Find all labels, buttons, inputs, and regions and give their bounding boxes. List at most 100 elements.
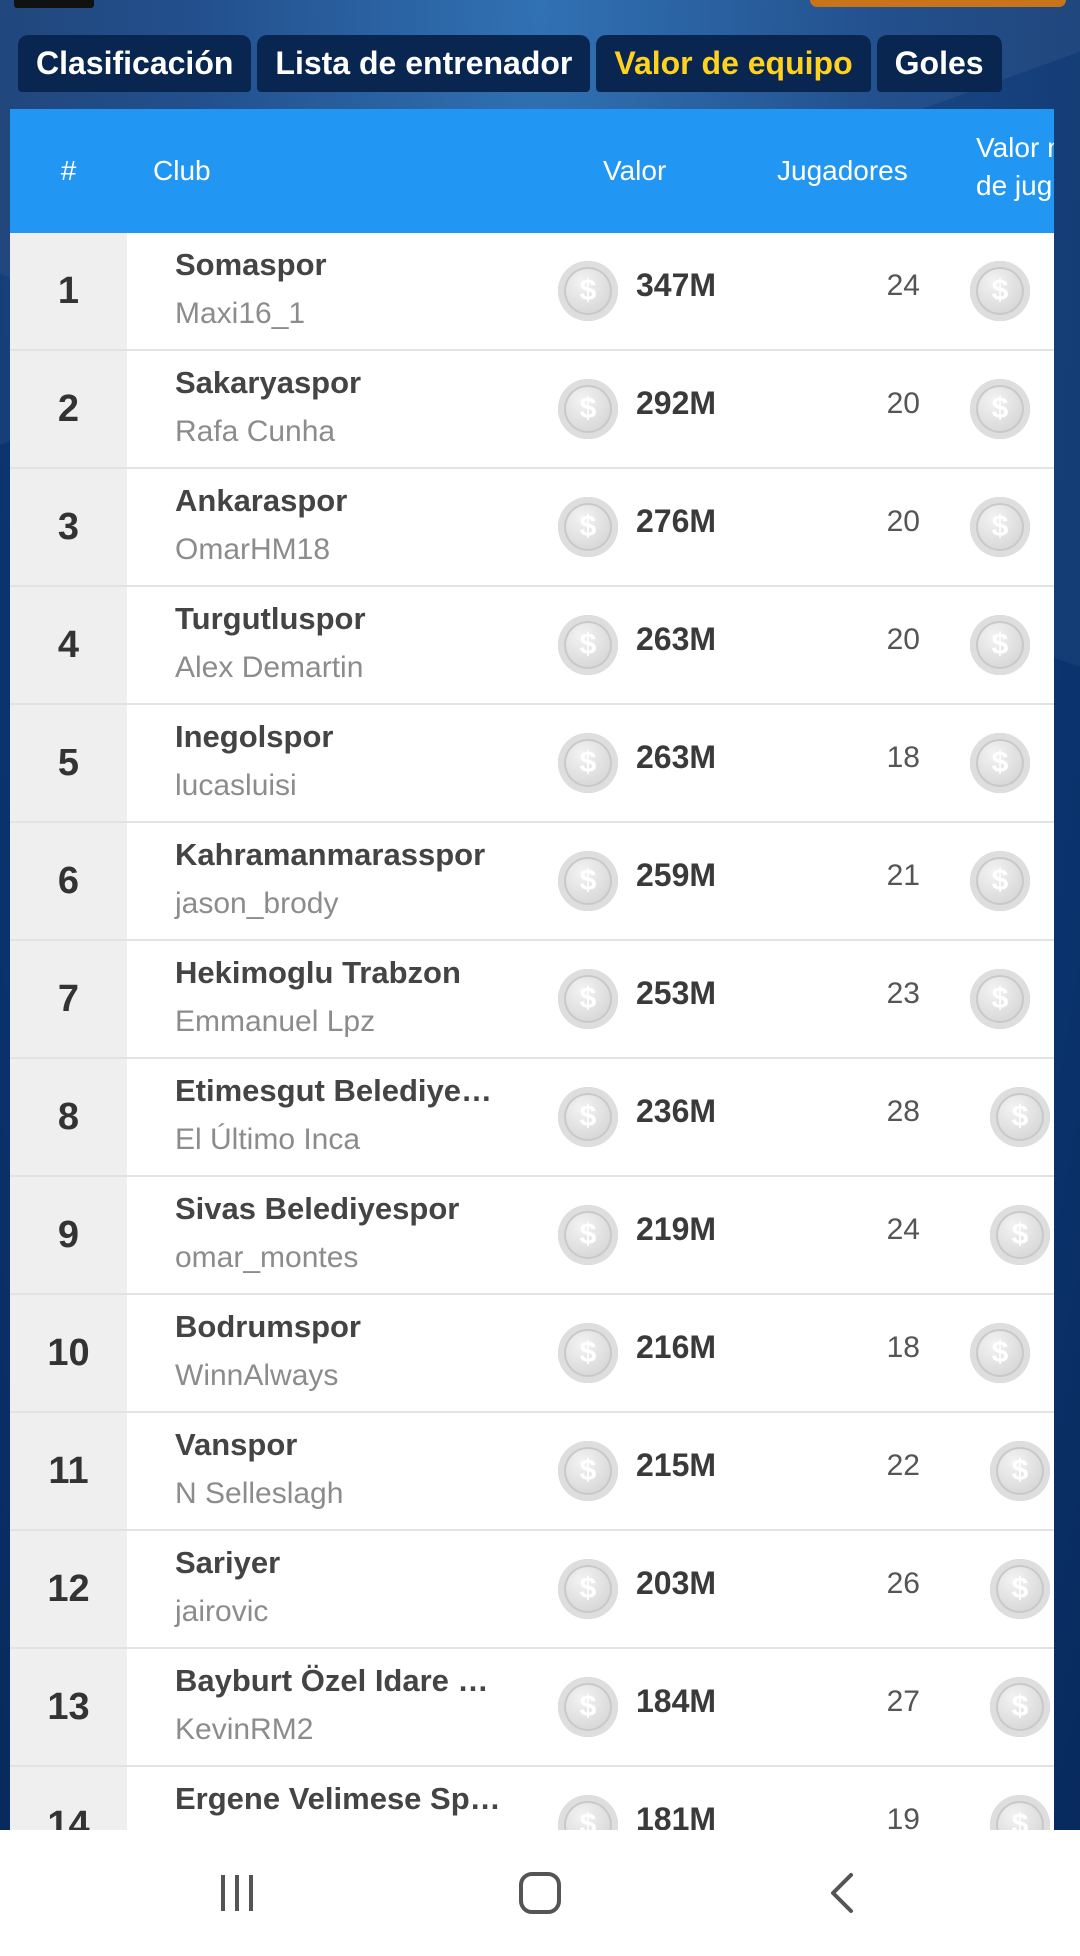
manager-name[interactable]: Alex Demartin — [175, 651, 364, 684]
manager-name[interactable]: jairovic — [175, 1595, 269, 1628]
header-club[interactable]: Club — [153, 155, 211, 186]
player-count: 21 — [886, 859, 920, 892]
manager-name[interactable]: Maxi16_1 — [175, 297, 306, 330]
player-count: 19 — [886, 1803, 920, 1830]
club-name[interactable]: Sakaryaspor — [175, 365, 362, 400]
team-value: 263M — [636, 739, 717, 775]
club-name[interactable]: Kahramanmarasspor — [175, 837, 486, 872]
silver-coin-icon: $ — [970, 1323, 1030, 1383]
table-row[interactable]: 7 Hekimoglu Trabzon Emmanuel Lpz $253M 23 $ — [10, 941, 1054, 1059]
silver-coin-icon: $ — [558, 851, 618, 911]
recent-apps-button[interactable] — [177, 1830, 297, 1956]
player-count: 24 — [886, 269, 920, 302]
silver-coin-icon: $ — [558, 1323, 618, 1383]
table-row[interactable]: 4 Turgutluspor Alex Demartin $263M 20 $ — [10, 587, 1054, 705]
player-count: 20 — [886, 623, 920, 656]
manager-name[interactable]: KevinRM2 — [175, 1713, 314, 1746]
table-row[interactable]: 3 Ankaraspor OmarHM18 $276M 20 $ — [10, 469, 1054, 587]
silver-coin-icon: $ — [558, 969, 618, 1029]
club-name[interactable]: Inegolspor — [175, 719, 334, 754]
player-count: 18 — [886, 1331, 920, 1364]
table-row[interactable]: 9 Sivas Belediyespor omar_montes $219M 24 $ — [10, 1177, 1054, 1295]
team-value: 253M — [636, 975, 717, 1011]
club-name[interactable]: Hekimoglu Trabzon — [175, 955, 461, 990]
player-count: 20 — [886, 387, 920, 420]
silver-coin-icon: $ — [970, 969, 1030, 1029]
player-count: 18 — [886, 741, 920, 774]
club-name[interactable]: Sivas Belediyespor — [175, 1191, 460, 1226]
manager-name[interactable]: lucasluisi — [175, 769, 297, 802]
header-value[interactable]: Valor — [603, 155, 667, 186]
home-button[interactable] — [480, 1830, 600, 1956]
table-row[interactable]: 8 Etimesgut Belediye… El Último Inca $236M 2… — [10, 1059, 1054, 1177]
tab-clasificacion[interactable]: Clasificación — [18, 35, 252, 92]
rank-cell: 11 — [10, 1413, 127, 1529]
player-count: 27 — [886, 1685, 920, 1718]
silver-coin-icon: $ — [558, 1087, 618, 1147]
rank-cell: 5 — [10, 705, 127, 821]
manager-name[interactable]: omar_montes — [175, 1241, 359, 1274]
silver-coin-icon: $ — [990, 1677, 1050, 1737]
club-name[interactable]: Etimesgut Belediye… — [175, 1073, 492, 1108]
team-value: 236M — [636, 1093, 717, 1129]
table-row[interactable]: 2 Sakaryaspor Rafa Cunha $292M 20 $ — [10, 351, 1054, 469]
back-button[interactable] — [783, 1830, 903, 1956]
manager-name[interactable]: WinnAlways — [175, 1359, 339, 1392]
silver-coin-icon: $ — [558, 1441, 618, 1501]
table-row[interactable]: 12 Sariyer jairovic $203M 26 $ — [10, 1531, 1054, 1649]
club-name[interactable]: Vanspor — [175, 1427, 298, 1462]
team-value: 181M — [636, 1801, 717, 1830]
table-row[interactable]: 5 Inegolspor lucasluisi $263M 18 $ — [10, 705, 1054, 823]
club-name[interactable]: Bayburt Özel Idare … — [175, 1663, 489, 1698]
player-count: 20 — [886, 505, 920, 538]
header-average-player-value[interactable]: Valor m de jug — [976, 132, 1054, 201]
silver-coin-icon: $ — [558, 1559, 618, 1619]
rank-cell: 13 — [10, 1649, 127, 1765]
header-players[interactable]: Jugadores — [777, 155, 908, 186]
silver-coin-icon: $ — [990, 1441, 1050, 1501]
manager-name[interactable]: Emmanuel Lpz — [175, 1005, 376, 1038]
header-rank[interactable]: # — [60, 155, 77, 186]
rank-cell: 1 — [10, 233, 127, 349]
silver-coin-icon: $ — [990, 1559, 1050, 1619]
table-row[interactable]: 11 Vanspor N Selleslagh $215M 22 $ — [10, 1413, 1054, 1531]
silver-coin-icon: $ — [558, 261, 618, 321]
rank-cell: 12 — [10, 1531, 127, 1647]
table-row[interactable]: 6 Kahramanmarasspor jason_brody $259M 21 $ — [10, 823, 1054, 941]
recent-apps-icon — [221, 1875, 253, 1911]
tab-bar: Clasificación Lista de entrenador Valor … — [18, 35, 1002, 92]
club-name[interactable]: Sariyer — [175, 1545, 281, 1580]
silver-coin-icon: $ — [990, 1795, 1050, 1830]
tab-lista-de-entrenador[interactable]: Lista de entrenador — [257, 35, 591, 92]
silver-coin-icon: $ — [970, 261, 1030, 321]
silver-coin-icon: $ — [558, 497, 618, 557]
club-name[interactable]: Ergene Velimese Sp… — [175, 1781, 501, 1816]
table-row[interactable]: 1 Somaspor Maxi16_1 $347M 24 $ — [10, 233, 1054, 351]
club-name[interactable]: Turgutluspor — [175, 601, 366, 636]
club-name[interactable]: Somaspor — [175, 247, 327, 282]
manager-name[interactable]: OmarHM18 — [175, 533, 331, 566]
team-value-table: # Club Valor Jugadores Valor m de jug 1 S… — [10, 109, 1054, 1830]
home-icon — [519, 1872, 561, 1914]
player-count: 23 — [886, 977, 920, 1010]
silver-coin-icon: $ — [970, 851, 1030, 911]
silver-coin-icon: $ — [558, 615, 618, 675]
player-count: 28 — [886, 1095, 920, 1128]
rank-cell: 7 — [10, 941, 127, 1057]
top-action-button[interactable] — [810, 0, 1066, 7]
team-value: 259M — [636, 857, 717, 893]
table-row[interactable]: 14 Ergene Velimese Sp… $181M 19 $ — [10, 1767, 1054, 1830]
tab-goles[interactable]: Goles — [876, 35, 1002, 92]
club-name[interactable]: Ankaraspor — [175, 483, 348, 518]
table-row[interactable]: 10 Bodrumspor WinnAlways $216M 18 $ — [10, 1295, 1054, 1413]
manager-name[interactable]: Rafa Cunha — [175, 415, 336, 448]
club-name[interactable]: Bodrumspor — [175, 1309, 361, 1344]
rank-cell: 2 — [10, 351, 127, 467]
silver-coin-icon: $ — [558, 1205, 618, 1265]
manager-name[interactable]: jason_brody — [175, 887, 339, 920]
rank-cell: 3 — [10, 469, 127, 585]
manager-name[interactable]: El Último Inca — [175, 1123, 361, 1156]
manager-name[interactable]: N Selleslagh — [175, 1477, 344, 1510]
table-row[interactable]: 13 Bayburt Özel Idare … KevinRM2 $184M 27 $ — [10, 1649, 1054, 1767]
tab-valor-de-equipo[interactable]: Valor de equipo — [596, 35, 871, 92]
